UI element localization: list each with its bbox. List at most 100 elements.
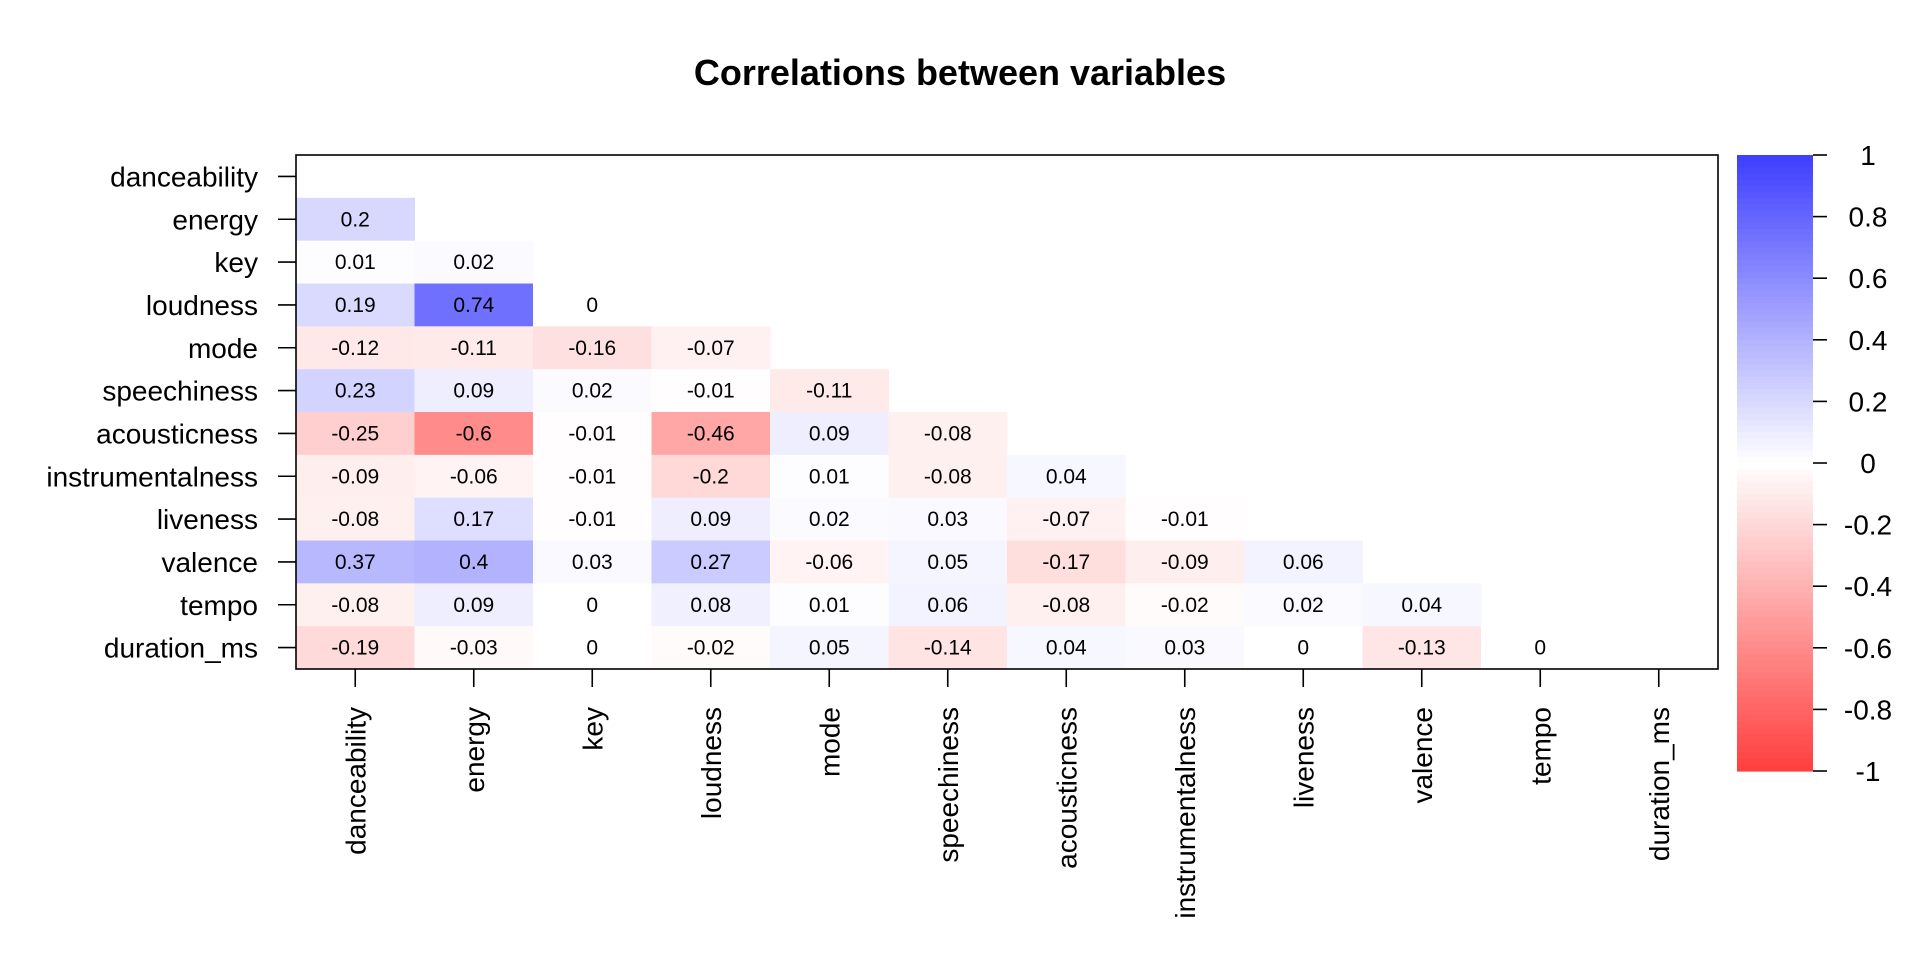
colorbar-band — [1737, 549, 1813, 556]
heatmap-cell — [651, 326, 771, 370]
heatmap-cell — [296, 626, 415, 670]
heatmap-cell — [651, 454, 771, 499]
cell-value-label: -0.11 — [806, 380, 852, 403]
y-tick-label: speechiness — [102, 376, 258, 407]
colorbar-band — [1737, 284, 1813, 292]
heatmap-cell — [296, 412, 415, 456]
colorbar-band — [1737, 561, 1813, 569]
heatmap-cell — [651, 497, 771, 541]
cell-value-label: 0.02 — [453, 251, 494, 274]
colorbar-band — [1737, 647, 1813, 655]
x-tick-label: loudness — [696, 707, 727, 819]
heatmap-cell — [296, 454, 415, 499]
colorbar-band — [1737, 302, 1813, 310]
x-tick-label: mode — [814, 707, 845, 777]
colorbar-band — [1737, 426, 1813, 433]
colorbar-tick-label: 0.8 — [1849, 202, 1888, 233]
colorbar-band — [1737, 370, 1813, 378]
heatmap-cell — [770, 369, 889, 413]
heatmap-cell — [1125, 497, 1245, 541]
colorbar-band — [1737, 235, 1813, 242]
colorbar-band — [1737, 198, 1813, 205]
heatmap-cell — [888, 540, 1008, 584]
cell-value-label: -0.07 — [687, 337, 735, 360]
colorbar-band — [1737, 272, 1813, 279]
colorbar-band — [1737, 444, 1813, 452]
x-tick-label: tempo — [1525, 707, 1556, 785]
heatmap-cell — [651, 540, 771, 584]
cell-value-label: 0 — [1297, 637, 1309, 660]
cell-value-label: -0.09 — [331, 465, 379, 488]
colorbar-band — [1737, 253, 1813, 261]
cell-value-label: -0.02 — [687, 637, 735, 660]
colorbar-band — [1737, 401, 1813, 409]
colorbar-band — [1737, 518, 1813, 526]
cell-value-label: -0.19 — [331, 637, 379, 660]
heatmap-cell — [296, 369, 415, 413]
cell-value-label: 0.02 — [572, 380, 613, 403]
colorbar-band — [1737, 610, 1813, 618]
heatmap-cell — [414, 540, 534, 584]
colorbar-band — [1737, 623, 1813, 630]
heatmap-cell — [888, 454, 1008, 499]
x-tick-label: acousticness — [1051, 707, 1082, 869]
x-tick-label: key — [577, 707, 608, 751]
x-tick-label: danceability — [340, 707, 371, 855]
heatmap-cell — [888, 626, 1008, 670]
colorbar-band — [1737, 746, 1813, 754]
heatmap-cell — [1244, 583, 1363, 627]
cell-value-label: 0.2 — [341, 208, 370, 231]
cell-value-label: 0.02 — [1283, 594, 1324, 617]
heatmap-cell — [533, 412, 652, 456]
heatmap-cell — [1007, 540, 1126, 584]
heatmap-cell — [414, 583, 534, 627]
y-tick-label: instrumentalness — [46, 461, 258, 492]
y-tick-label: loudness — [146, 290, 258, 321]
cell-value-label: 0.74 — [453, 294, 494, 317]
y-tick-label: liveness — [157, 504, 258, 535]
colorbar-band — [1737, 155, 1813, 162]
cell-value-label: -0.08 — [1042, 594, 1090, 617]
colorbar-band — [1737, 161, 1813, 168]
colorbar-tick-label: -0.2 — [1844, 510, 1892, 541]
heatmap-cell — [296, 197, 415, 242]
heatmap-cell — [770, 454, 889, 499]
colorbar-band — [1737, 506, 1813, 513]
colorbar-band — [1737, 530, 1813, 538]
heatmap-cell — [651, 412, 771, 456]
y-tick-label: mode — [188, 333, 258, 364]
colorbar-band — [1737, 629, 1813, 637]
cell-value-label: -0.01 — [1161, 508, 1209, 531]
cell-value-label: -0.16 — [568, 337, 616, 360]
cell-value-label: 0.04 — [1401, 594, 1442, 617]
colorbar-band — [1737, 290, 1813, 298]
heatmap-cell — [533, 283, 652, 327]
colorbar-band — [1737, 352, 1813, 359]
cell-value-label: 0.04 — [1046, 465, 1087, 488]
colorbar-band — [1737, 709, 1813, 717]
colorbar-band — [1737, 573, 1813, 581]
colorbar-band — [1737, 438, 1813, 446]
heatmap-cell — [1244, 540, 1363, 584]
cell-value-label: -0.09 — [1161, 551, 1209, 574]
heatmap-cell — [296, 283, 415, 327]
colorbar-band — [1737, 321, 1813, 329]
colorbar-band — [1737, 210, 1813, 218]
cell-value-label: -0.02 — [1161, 594, 1209, 617]
colorbar-band — [1737, 499, 1813, 507]
colorbar-band — [1737, 690, 1813, 698]
colorbar-band — [1737, 450, 1813, 458]
cell-value-label: 0.23 — [335, 380, 376, 403]
colorbar-band — [1737, 216, 1813, 224]
heatmap-cell — [296, 497, 415, 541]
cell-value-label: 0.37 — [335, 551, 376, 574]
cell-value-label: 0.03 — [927, 508, 968, 531]
cell-value-label: -0.2 — [693, 465, 729, 488]
colorbar-band — [1737, 407, 1813, 415]
heatmap-cell — [414, 626, 534, 670]
colorbar-band — [1737, 382, 1813, 390]
cell-value-label: -0.08 — [331, 594, 379, 617]
colorbar-band — [1737, 358, 1813, 366]
colorbar-band — [1737, 684, 1813, 692]
x-tick-label: liveness — [1288, 707, 1319, 808]
